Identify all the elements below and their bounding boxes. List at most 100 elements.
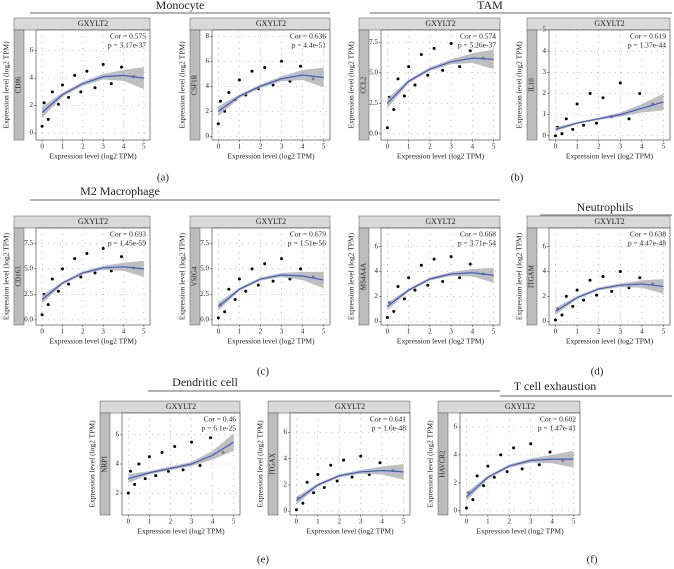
y-tick-label: 6 <box>284 428 288 436</box>
point <box>218 99 222 103</box>
panel-header-text: GXYLT2 <box>256 19 286 28</box>
point <box>441 279 445 283</box>
point <box>407 65 411 69</box>
y-tick-label: 2 <box>206 107 210 115</box>
confidence-band <box>42 67 144 118</box>
point <box>250 69 254 73</box>
y-tick-label: 5.0 <box>200 264 209 272</box>
point <box>301 501 305 505</box>
x-tick-label: 5 <box>662 143 666 151</box>
point <box>143 477 147 481</box>
point <box>426 73 430 77</box>
x-tick-label: 1 <box>238 328 242 336</box>
x-tick-label: 0 <box>554 328 558 336</box>
point <box>618 270 622 274</box>
panel-label: (b) <box>511 172 524 184</box>
group-title: M2 Macrophage <box>80 184 160 198</box>
x-tick-label: 2 <box>597 328 601 336</box>
x-axis-title: Expression level (log2 TPM) <box>49 152 137 161</box>
point <box>392 107 396 111</box>
x-tick-label: 2 <box>259 143 263 151</box>
point <box>492 475 496 479</box>
confidence-band <box>42 260 144 304</box>
x-axis-title: Expression level (log2 TPM) <box>137 527 225 536</box>
plot-area <box>35 227 151 326</box>
panel-header-text: GXYLT2 <box>425 19 455 28</box>
group-title: Neutrophils <box>577 200 634 214</box>
point <box>520 467 524 471</box>
confidence-band <box>296 464 404 505</box>
annotation: Cor = 0.693 <box>110 230 146 239</box>
x-axis-title: Expression level (log2 TPM) <box>476 527 564 536</box>
point <box>73 73 77 77</box>
x-tick-label: 4 <box>640 143 644 151</box>
point <box>560 132 564 136</box>
x-axis-title: Expression level (log2 TPM) <box>306 527 394 536</box>
y-tick-label: 2 <box>454 478 458 486</box>
point <box>271 279 275 283</box>
x-axis-title: Expression level (log2 TPM) <box>566 337 654 346</box>
x-tick-label: 5 <box>572 518 576 526</box>
y-axis-title: Expression level (log2 TPM) <box>88 420 97 508</box>
point <box>392 309 396 313</box>
y-tick-label: 2 <box>375 292 379 300</box>
x-tick-label: 2 <box>338 518 342 526</box>
point <box>564 117 568 121</box>
x-tick-label: 1 <box>486 518 490 526</box>
point <box>553 134 557 138</box>
point <box>181 468 185 472</box>
point <box>85 252 89 256</box>
annotation: Cor = 0.668 <box>460 230 496 239</box>
annotation: Cor = 0.679 <box>290 230 326 239</box>
x-tick-label: 4 <box>380 518 384 526</box>
point <box>426 283 430 287</box>
confidence-band <box>128 433 234 483</box>
y-tick-label: 4 <box>116 460 120 468</box>
confidence-band <box>218 67 324 117</box>
x-axis-title: Expression level (log2 TPM) <box>397 337 485 346</box>
point <box>512 446 516 450</box>
point <box>553 318 557 322</box>
x-tick-label: 2 <box>81 143 85 151</box>
annotation: p = 1.51e-56 <box>288 239 326 248</box>
y-tick-label: 5.0 <box>24 264 33 272</box>
x-tick-label: 0 <box>217 143 221 151</box>
y-tick-label: 6 <box>116 430 120 438</box>
x-axis-title: Expression level (log2 TPM) <box>566 152 654 161</box>
point <box>160 450 164 454</box>
y-tick-label: 0.0 <box>369 129 378 137</box>
point <box>133 482 137 486</box>
x-tick-label: 5 <box>492 143 496 151</box>
y-tick-label: 2 <box>284 481 288 489</box>
gene-label: HAVCR2 <box>439 450 447 478</box>
x-tick-label: 3 <box>101 143 105 151</box>
y-tick-label: 6 <box>454 423 458 431</box>
annotation: p = 1.45e-59 <box>108 239 146 248</box>
annotation: Cor = 0.638 <box>630 230 666 239</box>
panel-header-text: GXYLT2 <box>256 217 286 226</box>
x-tick-label: 4 <box>550 518 554 526</box>
point <box>468 49 472 53</box>
x-tick-label: 0 <box>386 328 390 336</box>
point <box>359 454 363 458</box>
point <box>263 262 267 266</box>
point <box>601 96 605 100</box>
point <box>263 66 267 69</box>
x-tick-label: 3 <box>619 143 623 151</box>
x-tick-label: 3 <box>619 328 623 336</box>
point <box>529 442 533 446</box>
point <box>190 440 194 444</box>
point <box>378 461 382 465</box>
point <box>40 313 44 317</box>
fit-line <box>41 74 144 113</box>
point <box>120 255 123 259</box>
y-tick-label: 0 <box>30 129 34 137</box>
point <box>385 316 389 320</box>
y-axis-title: Expression level (log2 TPM) <box>178 41 187 129</box>
point <box>595 121 599 125</box>
point <box>256 283 260 287</box>
point <box>537 463 541 467</box>
gene-strip <box>437 412 449 516</box>
y-tick-label: 0 <box>454 506 458 514</box>
fit-line <box>555 283 664 312</box>
